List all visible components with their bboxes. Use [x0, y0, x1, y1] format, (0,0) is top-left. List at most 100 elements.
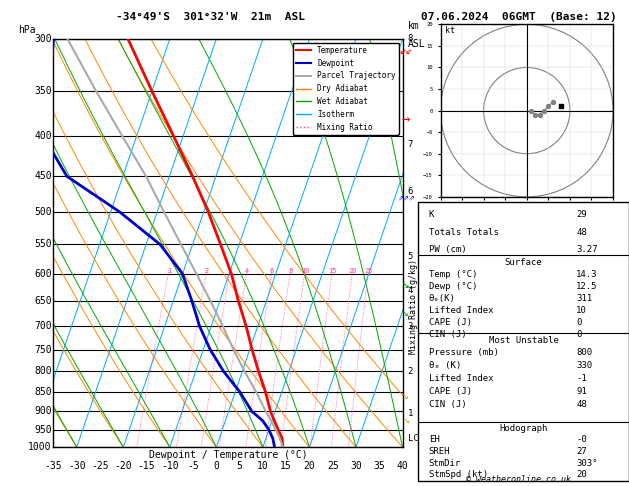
Legend: Temperature, Dewpoint, Parcel Trajectory, Dry Adiabat, Wet Adiabat, Isotherm, Mi: Temperature, Dewpoint, Parcel Trajectory… — [292, 43, 399, 135]
Text: -20: -20 — [114, 461, 132, 471]
Text: →: → — [401, 112, 410, 126]
Text: 5: 5 — [237, 461, 243, 471]
Text: -1: -1 — [576, 374, 587, 383]
Text: 900: 900 — [34, 406, 52, 417]
Text: 450: 450 — [34, 172, 52, 181]
Text: 550: 550 — [34, 240, 52, 249]
Text: 3: 3 — [408, 322, 413, 330]
Text: ↘: ↘ — [402, 278, 409, 291]
Text: -34°49'S  301°32'W  21m  ASL: -34°49'S 301°32'W 21m ASL — [116, 12, 305, 22]
Text: 311: 311 — [576, 294, 593, 303]
Text: 40: 40 — [397, 461, 408, 471]
Text: CIN (J): CIN (J) — [429, 400, 467, 409]
Text: CAPE (J): CAPE (J) — [429, 318, 472, 327]
Text: kt: kt — [445, 26, 455, 35]
Text: Pressure (mb): Pressure (mb) — [429, 348, 499, 357]
Text: 300: 300 — [34, 34, 52, 44]
Text: 91: 91 — [576, 387, 587, 396]
Text: Hodograph: Hodograph — [499, 424, 548, 433]
Text: PW (cm): PW (cm) — [429, 245, 467, 254]
Text: StmDir: StmDir — [429, 458, 461, 468]
Text: 30: 30 — [350, 461, 362, 471]
Text: 350: 350 — [34, 86, 52, 96]
Text: StmSpd (kt): StmSpd (kt) — [429, 470, 488, 479]
Text: 48: 48 — [576, 400, 587, 409]
Text: CAPE (J): CAPE (J) — [429, 387, 472, 396]
Point — [539, 106, 549, 114]
Text: ↘: ↘ — [403, 309, 409, 318]
Point — [556, 103, 566, 110]
Text: 800: 800 — [34, 366, 52, 377]
Text: 330: 330 — [576, 361, 593, 370]
Text: θₑ(K): θₑ(K) — [429, 294, 455, 303]
X-axis label: Dewpoint / Temperature (°C): Dewpoint / Temperature (°C) — [148, 450, 308, 460]
Text: hPa: hPa — [19, 25, 36, 35]
Text: ⇗⇗⇗: ⇗⇗⇗ — [397, 192, 415, 202]
Text: 4: 4 — [245, 268, 249, 274]
Text: -35: -35 — [45, 461, 62, 471]
Text: 20: 20 — [348, 268, 357, 274]
Text: LCL: LCL — [408, 434, 424, 443]
Text: 12.5: 12.5 — [576, 282, 598, 291]
Point — [526, 106, 536, 114]
Text: 400: 400 — [34, 131, 52, 141]
Text: 5: 5 — [408, 252, 413, 261]
Text: 6: 6 — [408, 187, 413, 195]
Text: 20: 20 — [304, 461, 315, 471]
Text: -10: -10 — [161, 461, 179, 471]
Point — [543, 103, 554, 110]
Text: 0: 0 — [576, 318, 582, 327]
Text: 950: 950 — [34, 425, 52, 435]
Text: 1000: 1000 — [28, 442, 52, 452]
Text: 303°: 303° — [576, 458, 598, 468]
Text: 500: 500 — [34, 207, 52, 217]
Text: 10: 10 — [301, 268, 309, 274]
Text: K: K — [429, 210, 434, 219]
Text: 2: 2 — [204, 268, 209, 274]
Text: ⇙⇙: ⇙⇙ — [399, 46, 413, 56]
Text: CIN (J): CIN (J) — [429, 330, 467, 339]
Text: 2: 2 — [408, 367, 413, 376]
Text: 1: 1 — [408, 409, 413, 418]
Text: Mixing Ratio (g/kg): Mixing Ratio (g/kg) — [409, 259, 418, 354]
Text: 650: 650 — [34, 296, 52, 306]
Text: 15: 15 — [281, 461, 292, 471]
Text: 25: 25 — [364, 268, 373, 274]
Text: 20: 20 — [576, 470, 587, 479]
Text: 0: 0 — [576, 330, 582, 339]
Text: 10: 10 — [576, 306, 587, 315]
Text: ↘: ↘ — [403, 391, 409, 401]
Text: -5: -5 — [187, 461, 199, 471]
Text: ↘: ↘ — [403, 416, 409, 425]
Text: 850: 850 — [34, 387, 52, 397]
Text: 07.06.2024  06GMT  (Base: 12): 07.06.2024 06GMT (Base: 12) — [421, 12, 617, 22]
Text: Most Unstable: Most Unstable — [489, 336, 559, 346]
Text: 27: 27 — [576, 447, 587, 456]
Text: EH: EH — [429, 435, 440, 444]
Text: Lifted Index: Lifted Index — [429, 306, 493, 315]
Text: 7: 7 — [408, 140, 413, 149]
Text: 25: 25 — [327, 461, 338, 471]
Text: 35: 35 — [374, 461, 385, 471]
Text: 48: 48 — [576, 228, 587, 237]
Text: 1: 1 — [167, 268, 171, 274]
Text: 700: 700 — [34, 321, 52, 331]
Text: Totals Totals: Totals Totals — [429, 228, 499, 237]
Text: 3: 3 — [228, 268, 232, 274]
Text: Lifted Index: Lifted Index — [429, 374, 493, 383]
Text: -25: -25 — [91, 461, 109, 471]
Text: © weatheronline.co.uk: © weatheronline.co.uk — [467, 474, 571, 484]
Text: 4: 4 — [408, 286, 413, 295]
Text: -0: -0 — [576, 435, 587, 444]
Text: 3.27: 3.27 — [576, 245, 598, 254]
Text: SREH: SREH — [429, 447, 450, 456]
Text: 15: 15 — [328, 268, 337, 274]
Text: -30: -30 — [68, 461, 86, 471]
Text: 800: 800 — [576, 348, 593, 357]
Text: 750: 750 — [34, 345, 52, 355]
Text: 8: 8 — [408, 35, 413, 43]
Point — [530, 111, 540, 119]
Text: θₑ (K): θₑ (K) — [429, 361, 461, 370]
Text: 10: 10 — [257, 461, 269, 471]
Text: 6: 6 — [270, 268, 274, 274]
